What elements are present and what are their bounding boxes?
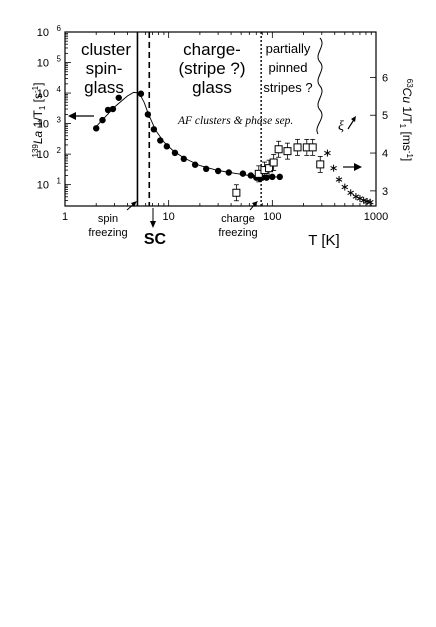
cu-high-t-point xyxy=(324,149,331,157)
spin-freezing-label-line2: freezing xyxy=(88,227,127,239)
la-data-point xyxy=(150,126,158,133)
charge-freezing-label-line1: charge xyxy=(221,213,255,225)
region1-label-line1: cluster xyxy=(81,40,131,59)
x-axis-label: T [K] xyxy=(308,232,339,249)
y-right-tick-label: 5 xyxy=(382,110,388,122)
x-tick-label: 1 xyxy=(62,211,68,223)
region3-label-line3: stripes ? xyxy=(263,80,312,95)
y-left-tick-label: 10 xyxy=(37,180,49,192)
la-data-point xyxy=(115,94,122,101)
cu-data-point xyxy=(274,145,283,154)
cu-data-point xyxy=(265,164,274,173)
la-data-point xyxy=(104,106,112,114)
y-left-tick-exponent: 1 xyxy=(57,177,62,186)
la-data-point xyxy=(225,169,232,176)
la-data-point xyxy=(137,90,145,97)
fit-curve-line xyxy=(95,91,280,178)
data-points xyxy=(93,90,374,206)
region2-label-line3: glass xyxy=(192,78,232,97)
wavy-line-icon xyxy=(316,37,323,135)
y-left-tick-exponent: 5 xyxy=(57,55,62,64)
cu-data-point xyxy=(232,188,241,197)
y-left-tick-label: 10 xyxy=(37,88,49,100)
la-data-point xyxy=(269,173,276,181)
la-data-point xyxy=(171,149,179,157)
xi-arrowhead-icon xyxy=(351,116,356,122)
region1-label-line2: spin- xyxy=(86,59,123,78)
sc-label: SC xyxy=(144,231,167,248)
axes-frame xyxy=(64,31,377,207)
y-left-tick-exponent: 4 xyxy=(57,85,62,94)
y-left-tick-label: 10 xyxy=(37,27,49,39)
y-left-tick-label: 10 xyxy=(37,119,49,131)
region1-label-line3: glass xyxy=(84,78,124,97)
region3-label-line2: pinned xyxy=(268,60,307,75)
y-left-tick-label: 10 xyxy=(37,58,49,70)
la-data-point xyxy=(276,173,283,181)
la-data-point xyxy=(202,165,210,173)
la-data-point xyxy=(163,143,171,150)
spin-freezing-arrowhead-icon xyxy=(131,201,137,207)
tick-labels: 1 10 100 1000 10 1 10 2 10 3 10 4 10 5 10 6 3 4 5 6 xyxy=(37,24,388,223)
x-tick-label: 100 xyxy=(263,211,281,223)
la-data-point xyxy=(180,155,188,163)
sc-arrowhead-icon xyxy=(150,221,156,228)
cu-high-t-point xyxy=(330,164,337,172)
plot-frame xyxy=(64,31,377,207)
cu-data-point xyxy=(269,158,278,167)
cu-high-t-point xyxy=(341,183,349,191)
right-axis-arrowhead-icon xyxy=(354,163,362,171)
y-right-tick-label: 6 xyxy=(382,72,388,84)
la-data-point xyxy=(214,167,222,175)
af-clusters-label: AF clusters & phase sep. xyxy=(177,115,293,127)
y-left-tick-label: 10 xyxy=(37,149,49,161)
region2-label-line2: (stripe ?) xyxy=(178,59,245,78)
y-left-tick-exponent: 6 xyxy=(57,24,62,33)
charge-freezing-arrowhead-icon xyxy=(252,201,258,207)
region3-label-line1: partially xyxy=(266,41,311,56)
la-data-point xyxy=(99,116,106,124)
y-left-tick-exponent: 3 xyxy=(57,116,62,125)
la-data-point xyxy=(191,161,199,168)
cu-high-t-point xyxy=(360,196,367,204)
y-left-tick-exponent: 2 xyxy=(57,146,62,155)
cu-data-point xyxy=(283,147,292,156)
cu-high-t-point xyxy=(347,189,354,197)
x-tick-label: 1000 xyxy=(364,211,388,223)
cu-data-point xyxy=(316,160,325,169)
la-data-point xyxy=(157,137,164,144)
region2-label-line1: charge- xyxy=(183,40,241,59)
cu-high-t-point xyxy=(366,198,374,206)
cu-high-t-point xyxy=(335,176,343,184)
cu-data-point xyxy=(308,143,317,152)
xi-label: ξ xyxy=(338,119,344,134)
y-axis-right-label: 63Cu 1/T1 [ms-1] xyxy=(398,79,414,162)
la-data-point xyxy=(109,105,117,113)
la-data-point xyxy=(247,172,255,179)
cu-data-point xyxy=(293,143,302,152)
y-right-tick-label: 4 xyxy=(382,148,388,160)
spin-freezing-label-line1: spin xyxy=(98,213,118,225)
fit-curve xyxy=(95,91,280,178)
y-axis-left-label: 139La 1/T1 [s-1] xyxy=(31,83,47,158)
la-data-point xyxy=(93,125,100,132)
la-data-point xyxy=(239,170,247,177)
left-axis-arrowhead-icon xyxy=(68,112,76,120)
charge-freezing-label-line2: freezing xyxy=(218,227,257,239)
la-data-point xyxy=(144,111,152,118)
y-right-tick-label: 3 xyxy=(382,186,388,198)
x-tick-label: 10 xyxy=(163,211,175,223)
